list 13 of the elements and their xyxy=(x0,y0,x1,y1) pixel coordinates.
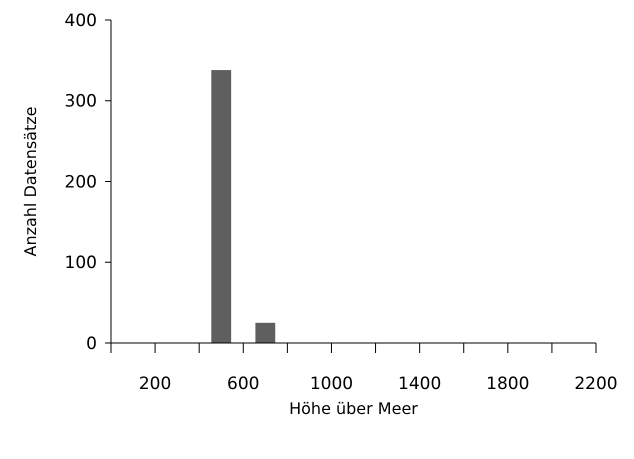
y-tick-label: 400 xyxy=(64,10,97,31)
y-tick-label: 0 xyxy=(86,334,97,354)
x-tick-label: 1400 xyxy=(398,374,442,394)
y-tick-label: 200 xyxy=(64,172,97,192)
x-tick-label: 1000 xyxy=(310,374,354,394)
y-tick-label: 300 xyxy=(64,92,97,112)
x-tick-label: 200 xyxy=(138,374,172,394)
x-tick-label: 1800 xyxy=(486,374,530,394)
y-axis-title: Anzahl Datensätze xyxy=(21,106,40,256)
y-tick-label: 100 xyxy=(64,253,97,274)
x-tick-label: 2200 xyxy=(574,374,618,394)
x-tick-label: 600 xyxy=(227,374,260,394)
x-axis-title: Höhe über Meer xyxy=(289,399,418,418)
